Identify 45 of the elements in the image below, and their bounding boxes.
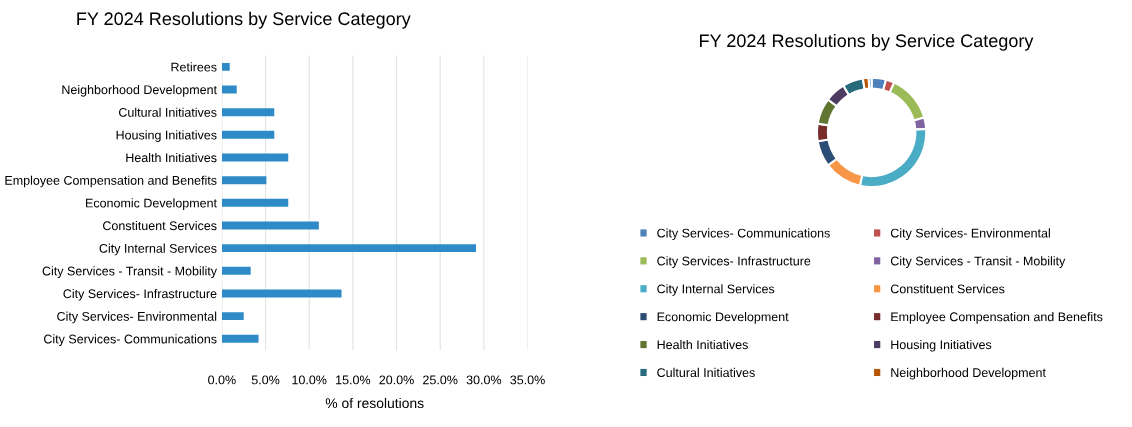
legend-label: City Services- Communications (657, 228, 830, 240)
y-tick-label: Cultural Initiatives (119, 107, 217, 117)
y-tick-label: Neighborhood Development (62, 84, 217, 97)
legend-label: City Services - Transit - Mobility (890, 256, 1066, 268)
legend-label: Employee Compensation and Benefits (891, 312, 1103, 324)
bar (221, 130, 275, 139)
y-tick-label: Retirees (171, 62, 217, 72)
legend-label: Neighborhood Development (891, 367, 1046, 380)
legend-label: City Internal Services (657, 284, 775, 296)
y-tick-label: City Internal Services (99, 243, 217, 256)
y-tick-label: City Services- Infrastructure (63, 288, 217, 301)
y-tick-label: City Services - Transit - Mobility (42, 266, 217, 278)
bar (221, 244, 476, 253)
x-tick-label: 25.0% (423, 375, 458, 385)
chart-title: FY 2024 Resolutions by Service Category (77, 11, 411, 29)
y-tick-label: Constituent Services (103, 220, 217, 231)
x-tick-label: 30.0% (466, 375, 502, 385)
chart-title: FY 2024 Resolutions by Service Category (700, 33, 1034, 51)
y-tick-label: Employee Compensation and Benefits (5, 175, 217, 188)
legend-label: Housing Initiatives (891, 339, 992, 352)
bar (221, 62, 230, 71)
y-tick-label: City Services- Environmental (57, 311, 217, 324)
x-tick-label: 10.0% (292, 375, 327, 385)
y-tick-label: Health Initiatives (126, 152, 217, 163)
y-tick-label: Housing Initiatives (116, 130, 217, 142)
legend-label: City Services- Infrastructure (657, 256, 811, 268)
legend-label: Cultural Initiatives (657, 367, 755, 378)
legend-label: Economic Development (657, 312, 789, 324)
legend-label: Constituent Services (890, 284, 1005, 294)
x-tick-label: 20.0% (379, 375, 414, 385)
x-tick-label: 5.0% (251, 375, 280, 385)
x-axis-title: % of resolutions (325, 397, 424, 409)
bar (221, 334, 259, 343)
bar (221, 176, 267, 185)
bar (221, 198, 289, 207)
bar (221, 108, 275, 117)
legend-label: City Services- Environmental (890, 228, 1050, 240)
bar (221, 312, 244, 321)
x-tick-label: 35.0% (510, 375, 545, 385)
x-tick-label: 0.0% (208, 375, 236, 385)
y-tick-label: City Services- Communications (44, 334, 217, 346)
y-tick-label: Economic Development (86, 198, 217, 210)
legend-label: Health Initiatives (657, 339, 748, 350)
bar (221, 266, 251, 275)
x-tick-label: 15.0% (336, 375, 371, 385)
